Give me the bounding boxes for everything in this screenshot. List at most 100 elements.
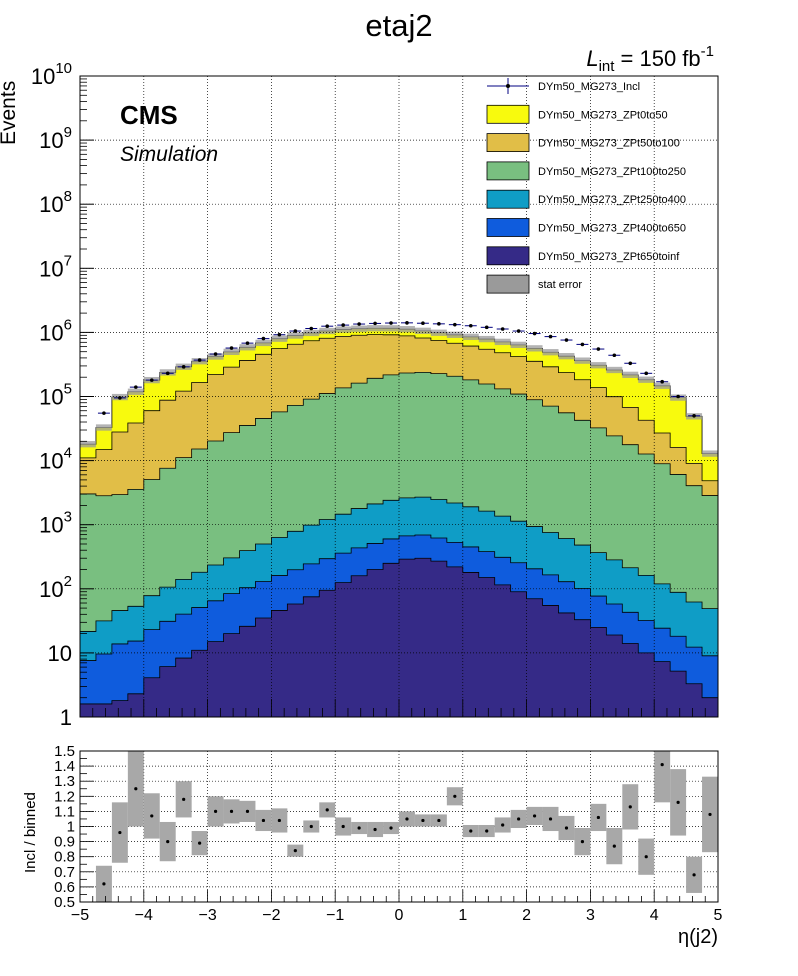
stat-error-bin xyxy=(255,339,272,347)
ratio-y-tick-label: 0.5 xyxy=(54,894,75,911)
main-grid xyxy=(80,76,718,717)
incl-point xyxy=(628,361,633,366)
ratio-point xyxy=(389,826,393,830)
ratio-point xyxy=(692,873,696,877)
legend-entry: stat error xyxy=(486,274,582,294)
incl-point xyxy=(405,321,409,325)
ratio-point xyxy=(660,762,664,767)
incl-point xyxy=(118,396,122,400)
y-tick-label: 10 xyxy=(48,641,72,666)
y-tick-label: 102 xyxy=(39,573,72,602)
ratio-y-tick-label: 0.9 xyxy=(54,834,75,851)
legend-label: DYm50_MG273_Incl xyxy=(538,81,640,93)
ratio-point xyxy=(245,809,250,814)
stat-error-bin xyxy=(622,371,639,378)
ratio-point xyxy=(708,812,712,817)
ratio-point xyxy=(437,818,441,823)
y-tick-label: 1010 xyxy=(31,60,72,89)
chart-title: etaj2 xyxy=(365,8,432,43)
stat-error-bin xyxy=(335,326,352,333)
incl-point xyxy=(516,329,521,333)
incl-point xyxy=(596,347,601,351)
ratio-y-tick-label: 1.5 xyxy=(54,743,75,760)
stat-error-bin xyxy=(239,344,256,351)
ratio-point xyxy=(341,824,345,829)
incl-point xyxy=(261,336,266,341)
ratio-y-tick-label: 0.8 xyxy=(54,849,75,866)
ratio-y-tick-label: 1.4 xyxy=(54,758,75,775)
ratio-point xyxy=(134,787,138,791)
legend-label: DYm50_MG273_ZPt50to100 xyxy=(538,138,680,150)
ratio-point xyxy=(596,815,600,820)
legend-entry: DYm50_MG273_ZPt100to250 xyxy=(486,161,686,181)
y-tick-label: 1 xyxy=(60,705,72,730)
luminosity-text: = 150 fb xyxy=(614,46,700,71)
stat-error-bin xyxy=(319,327,336,335)
ratio-y-tick-label: 0.7 xyxy=(54,864,75,881)
incl-point xyxy=(293,329,298,333)
ratio-point xyxy=(469,829,473,833)
incl-point xyxy=(134,385,138,389)
main-x-ticks xyxy=(79,699,706,717)
incl-point xyxy=(149,378,154,382)
x-tick-label: −1 xyxy=(326,907,344,924)
stat-error-bin xyxy=(383,325,399,332)
legend-entry: DYm50_MG273_ZPt650toinf xyxy=(486,246,680,266)
ratio-point xyxy=(118,830,122,835)
stat-error-bin xyxy=(702,450,718,457)
stat-error-bin xyxy=(303,329,320,337)
cms-label: CMS xyxy=(120,100,178,130)
y-tick-label: 109 xyxy=(39,124,72,153)
ratio-point xyxy=(229,809,234,814)
stat-error-bin xyxy=(638,376,655,383)
stat-error-bin xyxy=(510,341,527,349)
stat-error-bin xyxy=(367,325,384,332)
incl-point xyxy=(341,323,345,327)
incl-point xyxy=(197,358,202,362)
luminosity-sup: -1 xyxy=(701,43,714,60)
incl-point xyxy=(612,353,617,358)
incl-point xyxy=(676,394,680,399)
x-tick-label: 3 xyxy=(586,907,595,924)
x-tick-label: 1 xyxy=(458,907,467,924)
legend-label: DYm50_MG273_ZPt100to250 xyxy=(538,166,686,178)
ratio-point xyxy=(373,827,377,832)
legend-label: stat error xyxy=(538,279,582,291)
main-plot: 1 10 102 103 104 105 106 107 108 109 1010 xyxy=(31,60,719,730)
x-tick-label: −4 xyxy=(135,907,153,924)
ratio-point xyxy=(405,817,409,821)
incl-point xyxy=(102,411,106,415)
legend-entry: DYm50_MG273_ZPt400to650 xyxy=(486,218,686,237)
ratio-y-tick-label: 1 xyxy=(67,819,75,836)
ratio-error-band xyxy=(654,751,671,803)
ratio-point xyxy=(166,840,170,844)
stat-error-bin xyxy=(223,348,240,356)
incl-point xyxy=(484,325,489,330)
legend-label: DYm50_MG273_ZPt0to50 xyxy=(538,109,668,121)
incl-point xyxy=(213,352,218,356)
legend-label: DYm50_MG273_ZPt250to400 xyxy=(538,194,686,206)
ratio-point xyxy=(532,814,537,818)
ratio-y-axis-label: Incl / binned xyxy=(22,792,39,873)
stat-error-bin xyxy=(446,331,463,338)
y-tick-label: 105 xyxy=(39,381,72,410)
stat-error-bin xyxy=(494,338,511,346)
stat-error-bin xyxy=(430,329,447,336)
ratio-point xyxy=(357,826,361,830)
y-tick-label: 108 xyxy=(39,188,72,217)
stat-error-bin xyxy=(207,353,224,360)
main-y-axis: 1 10 102 103 104 105 106 107 108 109 1010 xyxy=(31,60,94,730)
ratio-point xyxy=(102,882,106,886)
ratio-point xyxy=(501,823,505,827)
ratio-point xyxy=(580,840,585,844)
ratio-point xyxy=(564,826,569,830)
ratio-point xyxy=(612,844,616,848)
incl-point xyxy=(692,413,696,418)
x-tick-label: 2 xyxy=(522,907,531,924)
incl-point xyxy=(245,341,250,345)
legend-entry: DYm50_MG273_ZPt0to50 xyxy=(486,104,668,124)
ratio-x-axis: −5 −4 −3 −2 −1 0 1 2 3 4 5 xyxy=(71,890,723,924)
ratio-point xyxy=(325,808,329,812)
x-tick-label: −5 xyxy=(71,907,89,924)
